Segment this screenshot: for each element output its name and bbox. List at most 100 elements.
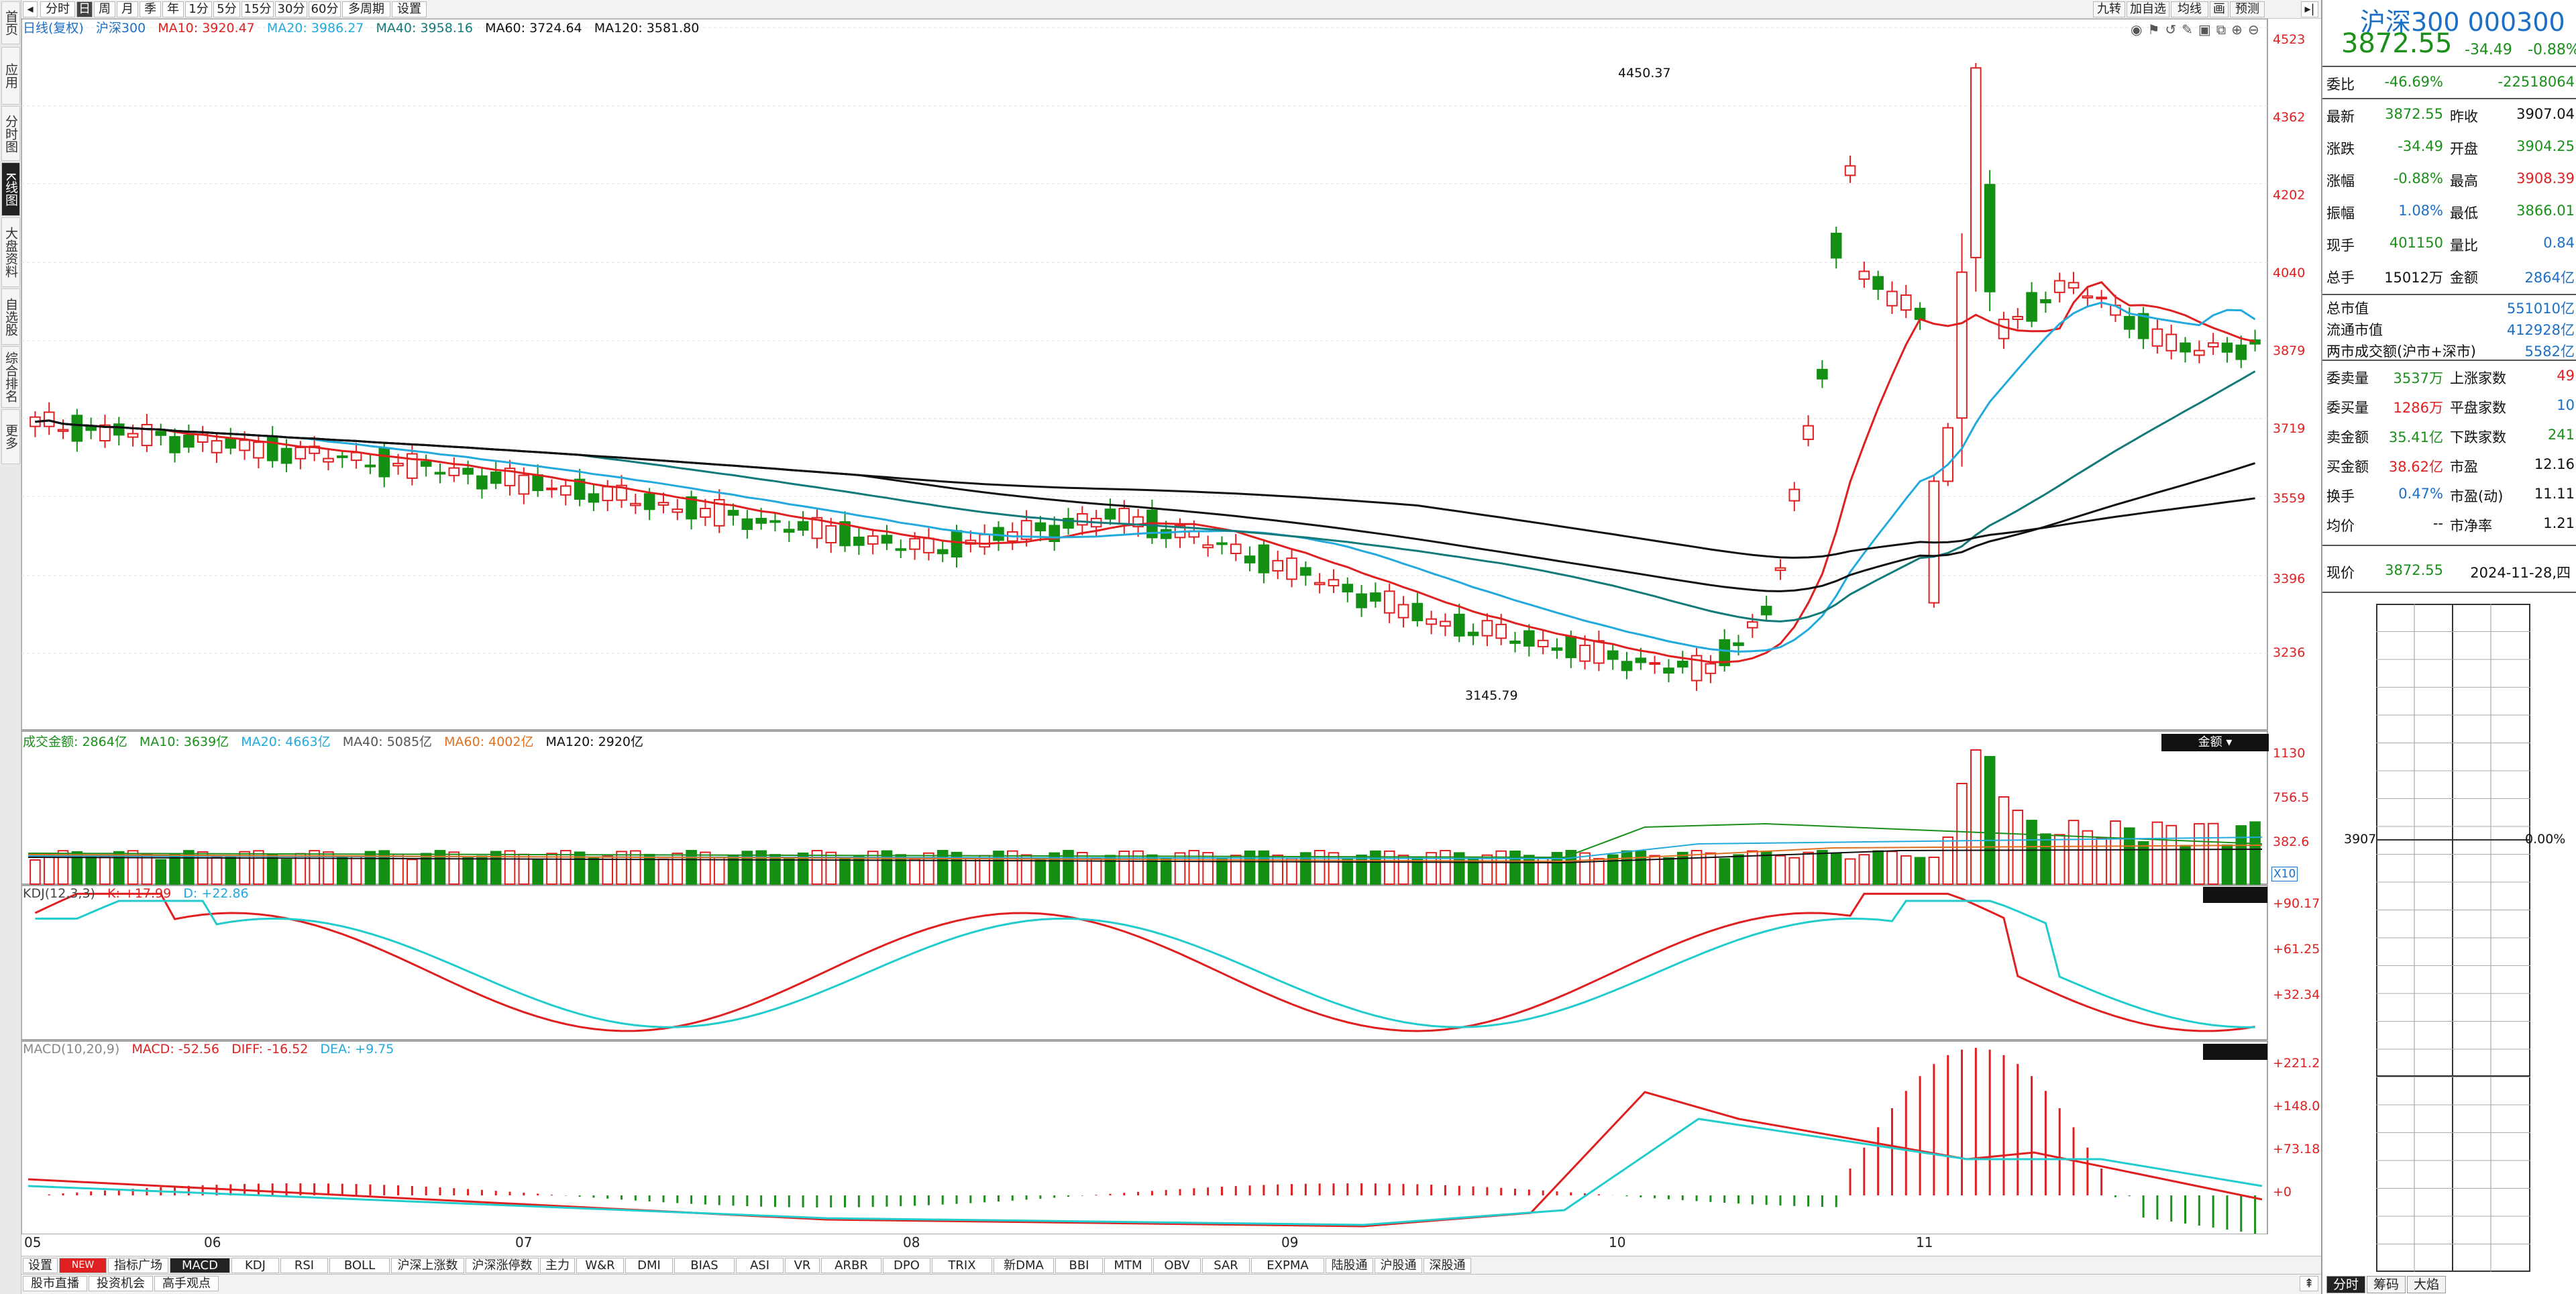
indicator-tab-9[interactable]: 主力 — [540, 1258, 575, 1273]
toolbar-right-1[interactable]: 加自选 — [2127, 1, 2169, 17]
indicator-tab-24[interactable]: 陆股通 — [1326, 1258, 1373, 1273]
indicator-tab-26[interactable]: 深股通 — [1424, 1258, 1471, 1273]
copy-icon[interactable]: ⧉ — [2216, 21, 2232, 38]
indicator-tab-19[interactable]: BBI — [1055, 1258, 1103, 1273]
macd-param-badge[interactable] — [2203, 1044, 2267, 1060]
bottom-link-1[interactable]: 投资机会 — [89, 1276, 153, 1291]
indicator-tab-0[interactable]: 设置 — [23, 1258, 58, 1273]
toolbar-right-0[interactable]: 九转 — [2093, 1, 2125, 17]
quote-tab-0[interactable]: 分时 — [2326, 1276, 2365, 1293]
row-value: 49 — [2557, 368, 2575, 384]
bottom-link-2[interactable]: 高手观点 — [154, 1276, 219, 1291]
collapse-icon[interactable]: ⇞ — [2300, 1276, 2318, 1291]
zoom-in-icon[interactable]: ⊕ — [2231, 21, 2248, 38]
period-11[interactable]: 多周期 — [342, 1, 390, 17]
volume-badge[interactable]: 金额 ▾ — [2161, 734, 2269, 751]
indicator-tab-6[interactable]: BOLL — [329, 1258, 390, 1273]
candle-body — [1300, 567, 1311, 576]
quote-tab-2[interactable]: 大焰 — [2407, 1276, 2446, 1293]
sidebar-item-2[interactable]: 分时图 — [1, 106, 20, 161]
indicator-tab-16[interactable]: DPO — [883, 1258, 930, 1273]
quote-tab-1[interactable]: 筹码 — [2367, 1276, 2406, 1293]
undo-icon[interactable]: ↺ — [2165, 21, 2182, 38]
period-3[interactable]: 月 — [117, 1, 138, 17]
indicator-tab-5[interactable]: RSI — [280, 1258, 328, 1273]
indicator-tab-1[interactable]: NEW — [59, 1258, 107, 1273]
toolbar-right-2[interactable]: 均线 — [2171, 1, 2208, 17]
volume-bars — [30, 749, 2261, 885]
indicator-tab-12[interactable]: BIAS — [674, 1258, 735, 1273]
zoom-out-icon[interactable]: ⊖ — [2247, 21, 2265, 38]
period-7[interactable]: 5分 — [213, 1, 240, 17]
caption-ma40: MA40: 3958.16 — [376, 21, 474, 36]
yaxis-label: +73.18 — [2273, 1142, 2320, 1156]
indicator-tab-4[interactable]: KDJ — [231, 1258, 279, 1273]
period-9[interactable]: 30分 — [275, 1, 307, 17]
sidebar-item-1[interactable]: 应用 — [1, 47, 20, 105]
mini-intraday-chart[interactable] — [2376, 604, 2530, 1272]
volume-bar — [1523, 855, 1535, 885]
indicator-tab-22[interactable]: SAR — [1202, 1258, 1250, 1273]
candle-body — [85, 426, 97, 431]
indicator-tab-21[interactable]: OBV — [1153, 1258, 1201, 1273]
indicator-tab-15[interactable]: ARBR — [821, 1258, 881, 1273]
row-label: 最低 — [2450, 205, 2478, 221]
period-6[interactable]: 1分 — [185, 1, 212, 17]
sidebar-item-6[interactable]: 综合排名 — [1, 346, 20, 408]
indicator-tab-13[interactable]: ASI — [736, 1258, 784, 1273]
prev-arrow-icon[interactable]: ◂ — [23, 1, 38, 17]
indicator-tab-2[interactable]: 指标广场 — [108, 1258, 168, 1273]
indicator-tab-7[interactable]: 沪深上涨数 — [391, 1258, 464, 1273]
period-toolbar: ◂ 分时日周月季年 1分 5分 15分 30分 60分 多周期 设置 九转 加自选 均线画预测 ▸| — [21, 0, 2321, 19]
period-10[interactable]: 60分 — [309, 1, 341, 17]
volume-bar — [1928, 857, 1940, 885]
indicator-tab-18[interactable]: 新DMA — [994, 1258, 1054, 1273]
candle-body — [1607, 650, 1619, 660]
eye-icon[interactable]: ◉ — [2131, 21, 2148, 38]
period-1[interactable]: 日 — [76, 1, 93, 17]
volume-bar — [1313, 850, 1326, 885]
period-4[interactable]: 季 — [140, 1, 161, 17]
toolbar-right-3[interactable]: 画 — [2210, 1, 2229, 17]
volume-bar — [1370, 850, 1381, 885]
indicator-tab-11[interactable]: DMI — [625, 1258, 673, 1273]
candle-body — [1272, 559, 1284, 572]
indicator-tab-3[interactable]: MACD — [170, 1258, 230, 1273]
now-date: 2024-11-28,四 — [2470, 565, 2571, 581]
indicator-tab-8[interactable]: 沪深涨停数 — [466, 1258, 539, 1273]
brush-icon[interactable]: ✎ — [2182, 21, 2198, 38]
kdj-param-badge[interactable] — [2203, 887, 2267, 903]
candle-body — [225, 437, 237, 449]
period-0[interactable]: 分时 — [40, 1, 75, 17]
sidebar-item-0[interactable]: 首页 — [1, 1, 20, 44]
candle-body — [490, 471, 502, 484]
yaxis-label: +61.25 — [2273, 942, 2320, 957]
next-arrow-icon[interactable]: ▸| — [2301, 1, 2318, 17]
candle-body — [1942, 427, 1954, 482]
sidebar-item-4[interactable]: 大盘资料 — [1, 217, 20, 287]
ma-line-ma120 — [35, 419, 2255, 559]
vol-ma60-line — [28, 845, 2263, 863]
bottom-link-bar: 股市直播 投资机会 高手观点 ⇞ — [21, 1274, 2321, 1294]
bottom-link-0[interactable]: 股市直播 — [23, 1276, 87, 1291]
indicator-tab-23[interactable]: EXPMA — [1251, 1258, 1324, 1273]
indicator-tab-20[interactable]: MTM — [1104, 1258, 1152, 1273]
kline-chart[interactable] — [21, 19, 2269, 1234]
lock-icon[interactable]: ▣ — [2198, 21, 2216, 38]
candle-body — [323, 457, 334, 463]
flag-icon[interactable]: ⚑ — [2147, 21, 2165, 38]
sidebar-item-3[interactable]: K线图 — [1, 162, 20, 216]
period-12[interactable]: 设置 — [392, 1, 427, 17]
indicator-tab-14[interactable]: VR — [785, 1258, 820, 1273]
period-2[interactable]: 周 — [94, 1, 115, 17]
sidebar-item-5[interactable]: 自选股 — [1, 288, 20, 345]
indicator-tab-25[interactable]: 沪股通 — [1375, 1258, 1422, 1273]
period-8[interactable]: 15分 — [241, 1, 274, 17]
mini-left-label: 3907 — [2344, 832, 2377, 847]
indicator-tab-10[interactable]: W&R — [576, 1258, 624, 1273]
sidebar-item-7[interactable]: 更多 — [1, 409, 20, 464]
period-5[interactable]: 年 — [162, 1, 184, 17]
month-label: 08 — [903, 1234, 920, 1250]
indicator-tab-17[interactable]: TRIX — [932, 1258, 992, 1273]
toolbar-right-4[interactable]: 预测 — [2230, 1, 2265, 17]
